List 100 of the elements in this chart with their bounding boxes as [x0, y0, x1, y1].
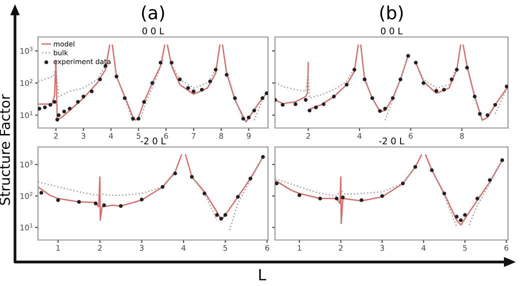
point	[465, 66, 469, 70]
point	[118, 204, 123, 208]
point	[380, 194, 384, 198]
point	[202, 192, 206, 196]
point	[56, 113, 61, 118]
point	[390, 96, 395, 100]
point	[478, 112, 482, 116]
point	[334, 196, 339, 200]
point	[454, 214, 459, 219]
point	[252, 108, 256, 112]
point	[430, 168, 434, 172]
point	[42, 105, 47, 110]
point	[261, 155, 265, 159]
chart-subtitle: -2 0 L	[379, 138, 404, 144]
point	[173, 172, 178, 176]
point	[142, 100, 146, 104]
point	[434, 88, 438, 93]
point	[493, 102, 498, 107]
point	[200, 88, 204, 92]
chart-subtitle: 0 0 L	[142, 28, 164, 34]
point	[264, 91, 268, 96]
point	[400, 182, 405, 186]
x-axis-title: L	[259, 269, 266, 280]
point	[450, 77, 454, 82]
point	[442, 192, 446, 196]
point	[90, 89, 94, 94]
chart-title: (b)	[380, 6, 403, 22]
point	[294, 102, 298, 106]
point	[178, 77, 182, 82]
point	[500, 158, 504, 162]
point	[190, 174, 194, 179]
point	[160, 184, 165, 189]
point	[224, 72, 229, 77]
point	[114, 74, 118, 78]
point	[406, 54, 410, 58]
point	[214, 68, 218, 72]
point	[48, 102, 52, 107]
point	[370, 96, 374, 100]
point	[76, 100, 80, 104]
point	[223, 213, 228, 217]
point	[233, 96, 237, 100]
point	[208, 80, 212, 84]
point	[472, 94, 477, 98]
point	[362, 77, 367, 82]
point	[55, 118, 60, 122]
point	[378, 109, 382, 113]
point	[219, 216, 224, 221]
point	[340, 196, 345, 200]
point	[192, 89, 196, 94]
chart-subtitle: -2 0 L	[140, 138, 166, 144]
point	[442, 88, 446, 92]
point	[236, 194, 240, 199]
point	[241, 116, 246, 121]
point	[422, 81, 426, 85]
point	[308, 108, 312, 112]
point	[383, 106, 387, 111]
point	[77, 200, 81, 204]
point	[94, 202, 98, 206]
point	[56, 198, 60, 202]
point	[39, 190, 44, 195]
point	[463, 213, 467, 217]
point	[248, 176, 252, 180]
point	[98, 77, 102, 82]
point	[122, 96, 127, 100]
point	[102, 203, 106, 208]
y-axis-title: Structure Factor	[0, 94, 10, 205]
point	[304, 98, 308, 102]
point	[280, 102, 285, 107]
point	[82, 94, 86, 98]
chart-title: (a)	[142, 6, 164, 22]
point	[322, 102, 326, 106]
point	[260, 96, 264, 100]
point	[38, 106, 42, 111]
point	[475, 196, 480, 200]
point	[314, 105, 318, 110]
point	[352, 68, 356, 72]
point	[62, 110, 66, 114]
point	[275, 182, 279, 186]
point	[186, 86, 190, 90]
point	[136, 116, 140, 121]
point	[458, 218, 463, 222]
point	[140, 198, 144, 202]
point	[246, 116, 251, 120]
point	[344, 82, 349, 87]
point	[158, 60, 162, 65]
point	[414, 60, 418, 65]
point	[298, 193, 302, 198]
point	[413, 165, 418, 169]
point	[454, 68, 459, 72]
point	[486, 113, 490, 118]
point	[360, 198, 364, 202]
point	[68, 106, 72, 111]
point	[488, 178, 492, 182]
point	[170, 60, 174, 65]
point	[215, 213, 219, 217]
chart-subtitle: 0 0 L	[380, 28, 403, 34]
point	[131, 116, 135, 121]
point	[332, 94, 336, 98]
point	[150, 81, 154, 85]
point	[504, 84, 508, 88]
